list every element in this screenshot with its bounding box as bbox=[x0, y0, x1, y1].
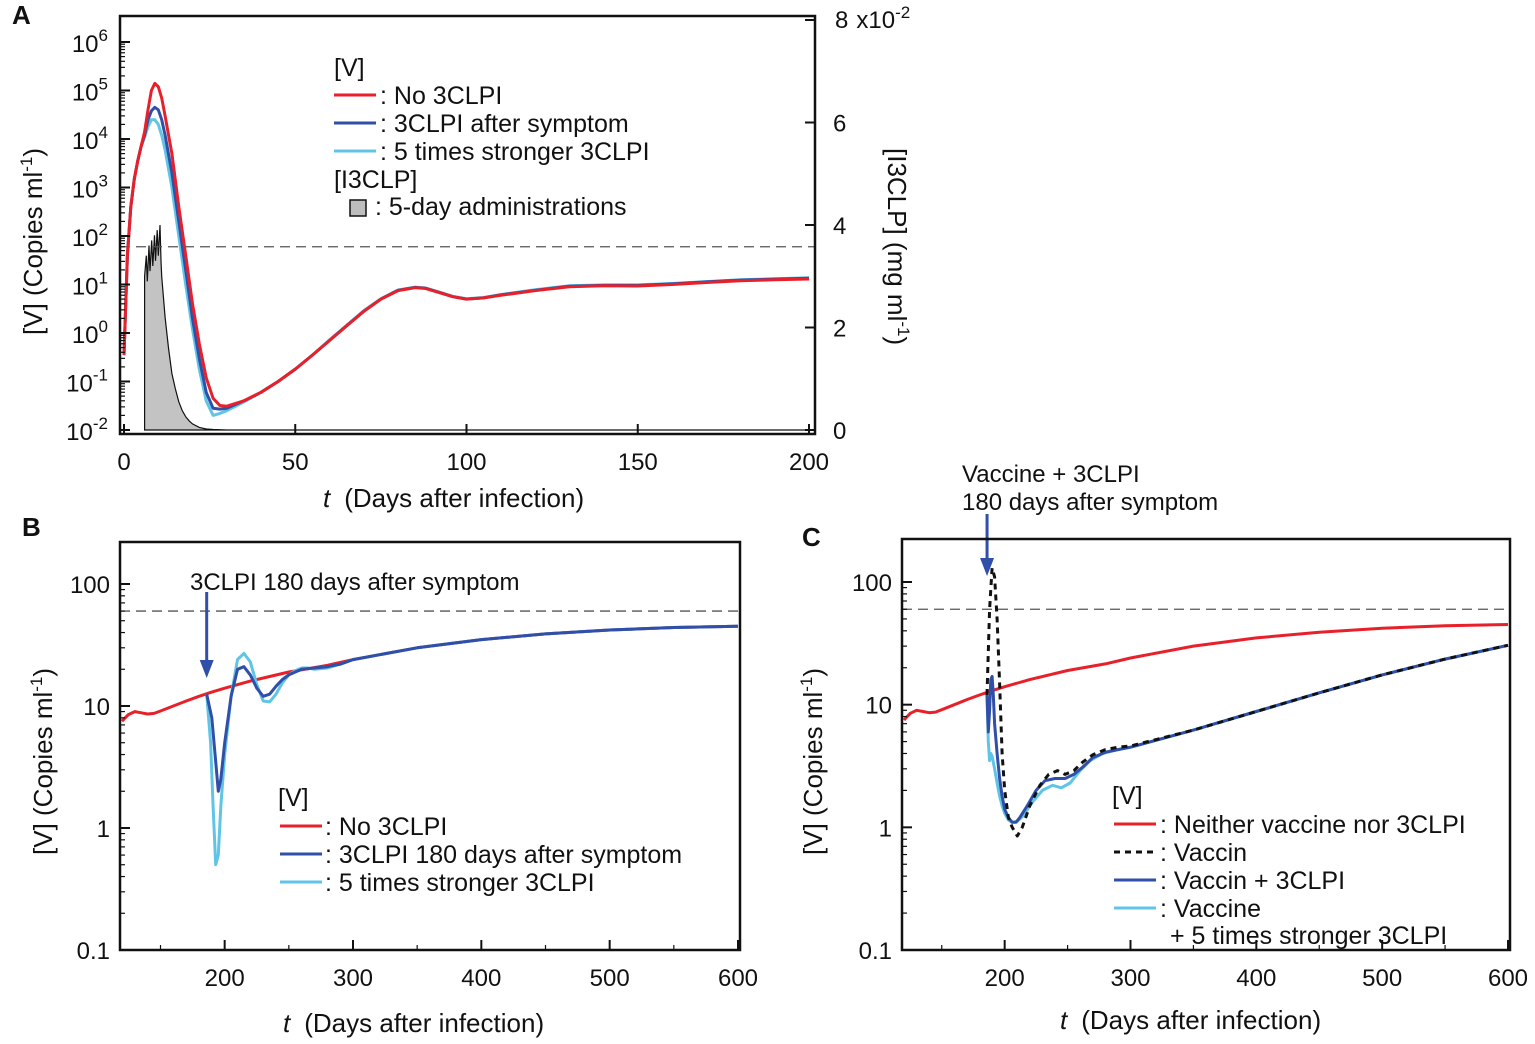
annotation-arrow-head bbox=[199, 660, 214, 678]
legend-c-title: [V] bbox=[1112, 782, 1143, 810]
legend-a-v-title: [V] bbox=[334, 54, 365, 82]
y-tick-label: 101 bbox=[72, 269, 108, 301]
panel-b-y-label: [V] (Copies ml-1) bbox=[27, 668, 58, 855]
panel-b-annotation: 3CLPI 180 days after symptom bbox=[190, 569, 519, 596]
x-tick-label: 150 bbox=[618, 449, 658, 476]
y-tick-label: 1 bbox=[97, 816, 110, 843]
y2-tick-label: 4 bbox=[833, 213, 846, 240]
panel-c-ticks: 200 300 400 500 600 0.1 1 10 100 bbox=[852, 570, 1528, 992]
x-tick-label: 600 bbox=[1488, 965, 1528, 992]
panel-a-ticks: 0 50 100 150 200 10-2 10-1 100 101 102 103 104 105 10… bbox=[66, 19, 846, 476]
series-line-c-2 bbox=[985, 566, 1509, 838]
y-tick-label: 10 bbox=[83, 694, 110, 721]
x-tick-label: 300 bbox=[333, 965, 373, 992]
panel-c-legend: [V] : Neither vaccine nor 3CLPI : Vaccin… bbox=[1112, 782, 1466, 950]
legend-b-title: [V] bbox=[278, 784, 309, 812]
y-tick-label: 105 bbox=[72, 75, 108, 107]
panel-b-x-label: t (Days after infection) bbox=[283, 1008, 544, 1038]
legend-a-swatch-gray bbox=[349, 199, 367, 217]
y-tick-label: 0.1 bbox=[77, 938, 110, 965]
legend-b-item-2: : 3CLPI 180 days after symptom bbox=[325, 841, 682, 869]
series-line-c-1 bbox=[902, 623, 1509, 722]
panel-b-plot-area bbox=[120, 592, 740, 867]
series-line-b-2 bbox=[205, 624, 739, 793]
x-tick-label: 500 bbox=[590, 965, 630, 992]
legend-a-i-title: [I3CLP] bbox=[334, 166, 417, 194]
y-tick-label: 1 bbox=[879, 815, 892, 842]
legend-a-item-1: : No 3CLPI bbox=[380, 82, 502, 110]
x-tick-label: 400 bbox=[1236, 965, 1276, 992]
panel-b-letter: B bbox=[22, 512, 41, 542]
x-tick-label: 200 bbox=[789, 449, 829, 476]
series-line-b-1 bbox=[120, 624, 739, 723]
x-tick-label: 300 bbox=[1110, 965, 1150, 992]
legend-c-item-4b: + 5 times stronger 3CLPI bbox=[1170, 922, 1447, 950]
x-tick-label: 50 bbox=[282, 449, 309, 476]
series-line-b-3 bbox=[205, 624, 739, 867]
y-tick-label: 100 bbox=[72, 317, 108, 349]
annotation-arrow-head bbox=[980, 558, 995, 576]
legend-c-item-2: : Vaccin bbox=[1160, 839, 1247, 867]
x-tick-label: 500 bbox=[1362, 965, 1402, 992]
panel-a-plot-area bbox=[120, 81, 815, 431]
y-tick-label: 10-1 bbox=[66, 366, 108, 398]
legend-c-item-4: : Vaccine bbox=[1160, 895, 1261, 923]
panel-c-frame bbox=[900, 537, 1512, 952]
y2-tick-label: 6 bbox=[833, 111, 846, 138]
legend-b-item-1: : No 3CLPI bbox=[325, 813, 447, 841]
panel-a-y-label: [V] (Copies ml-1) bbox=[17, 148, 48, 335]
y2-tick-label: 2 bbox=[833, 316, 846, 343]
legend-c-item-3: : Vaccin + 3CLPI bbox=[1160, 867, 1345, 895]
legend-a-item-3: : 5 times stronger 3CLPI bbox=[380, 138, 650, 166]
panel-c-annotation-line1: Vaccine + 3CLPI bbox=[962, 461, 1140, 488]
x-tick-label: 200 bbox=[205, 965, 245, 992]
y-tick-label: 0.1 bbox=[859, 938, 892, 965]
panel-b-frame bbox=[118, 540, 742, 952]
y-tick-label: 100 bbox=[852, 570, 892, 597]
y-tick-label: 102 bbox=[72, 220, 108, 252]
y-tick-label: 106 bbox=[72, 26, 108, 58]
panel-a-letter: A bbox=[12, 0, 31, 30]
x-tick-label: 600 bbox=[718, 965, 758, 992]
panel-a: A 0 50 100 150 200 10-2 10-1 100 101 102 103 104 105… bbox=[12, 0, 913, 513]
legend-a-item-4: : 5-day administrations bbox=[375, 193, 627, 221]
panel-a-legend: [V] : No 3CLPI : 3CLPI after symptom : 5… bbox=[334, 54, 650, 221]
panel-c-letter: C bbox=[802, 522, 821, 552]
legend-a-item-2: : 3CLPI after symptom bbox=[380, 110, 629, 138]
panel-b: B 200 300 400 500 600 0.1 1 10 100 [V] (Copies m… bbox=[22, 512, 758, 1038]
panel-c-y-label: [V] (Copies ml-1) bbox=[797, 668, 828, 855]
panel-c-annotation-line2: 180 days after symptom bbox=[962, 489, 1218, 516]
panel-c: C 200 300 400 500 600 0.1 1 10 100 [V] (Copies m… bbox=[797, 461, 1528, 1035]
panel-b-ticks: 200 300 400 500 600 0.1 1 10 100 bbox=[70, 572, 758, 992]
y-tick-label: 103 bbox=[72, 172, 108, 204]
y-tick-label: 100 bbox=[70, 572, 110, 599]
panel-a-x-label: t (Days after infection) bbox=[323, 483, 584, 513]
y-tick-label: 10 bbox=[865, 693, 892, 720]
panel-c-plot-area bbox=[902, 514, 1510, 838]
panel-c-x-label: t (Days after infection) bbox=[1060, 1005, 1321, 1035]
series-inhibitor-area bbox=[144, 224, 809, 431]
x-tick-label: 200 bbox=[985, 965, 1025, 992]
series-line-a-1 bbox=[122, 81, 810, 408]
y-tick-label: 10-2 bbox=[66, 414, 108, 446]
x-tick-label: 100 bbox=[446, 449, 486, 476]
series-line-c-3 bbox=[985, 643, 1509, 824]
legend-b-item-3: : 5 times stronger 3CLPI bbox=[325, 869, 595, 897]
legend-c-item-1: : Neither vaccine nor 3CLPI bbox=[1160, 811, 1466, 839]
x-tick-label: 400 bbox=[461, 965, 501, 992]
panel-a-y2-multiplier: 8 x10-2 bbox=[835, 3, 910, 34]
panel-a-frame bbox=[118, 14, 817, 436]
panel-b-legend: [V] : No 3CLPI : 3CLPI 180 days after sy… bbox=[278, 784, 682, 897]
y-tick-label: 104 bbox=[72, 123, 108, 155]
y2-tick-label: 0 bbox=[833, 418, 846, 445]
x-tick-label: 0 bbox=[117, 449, 130, 476]
panel-a-y2-label: [I3CLP] (mg ml-1) bbox=[882, 148, 913, 345]
